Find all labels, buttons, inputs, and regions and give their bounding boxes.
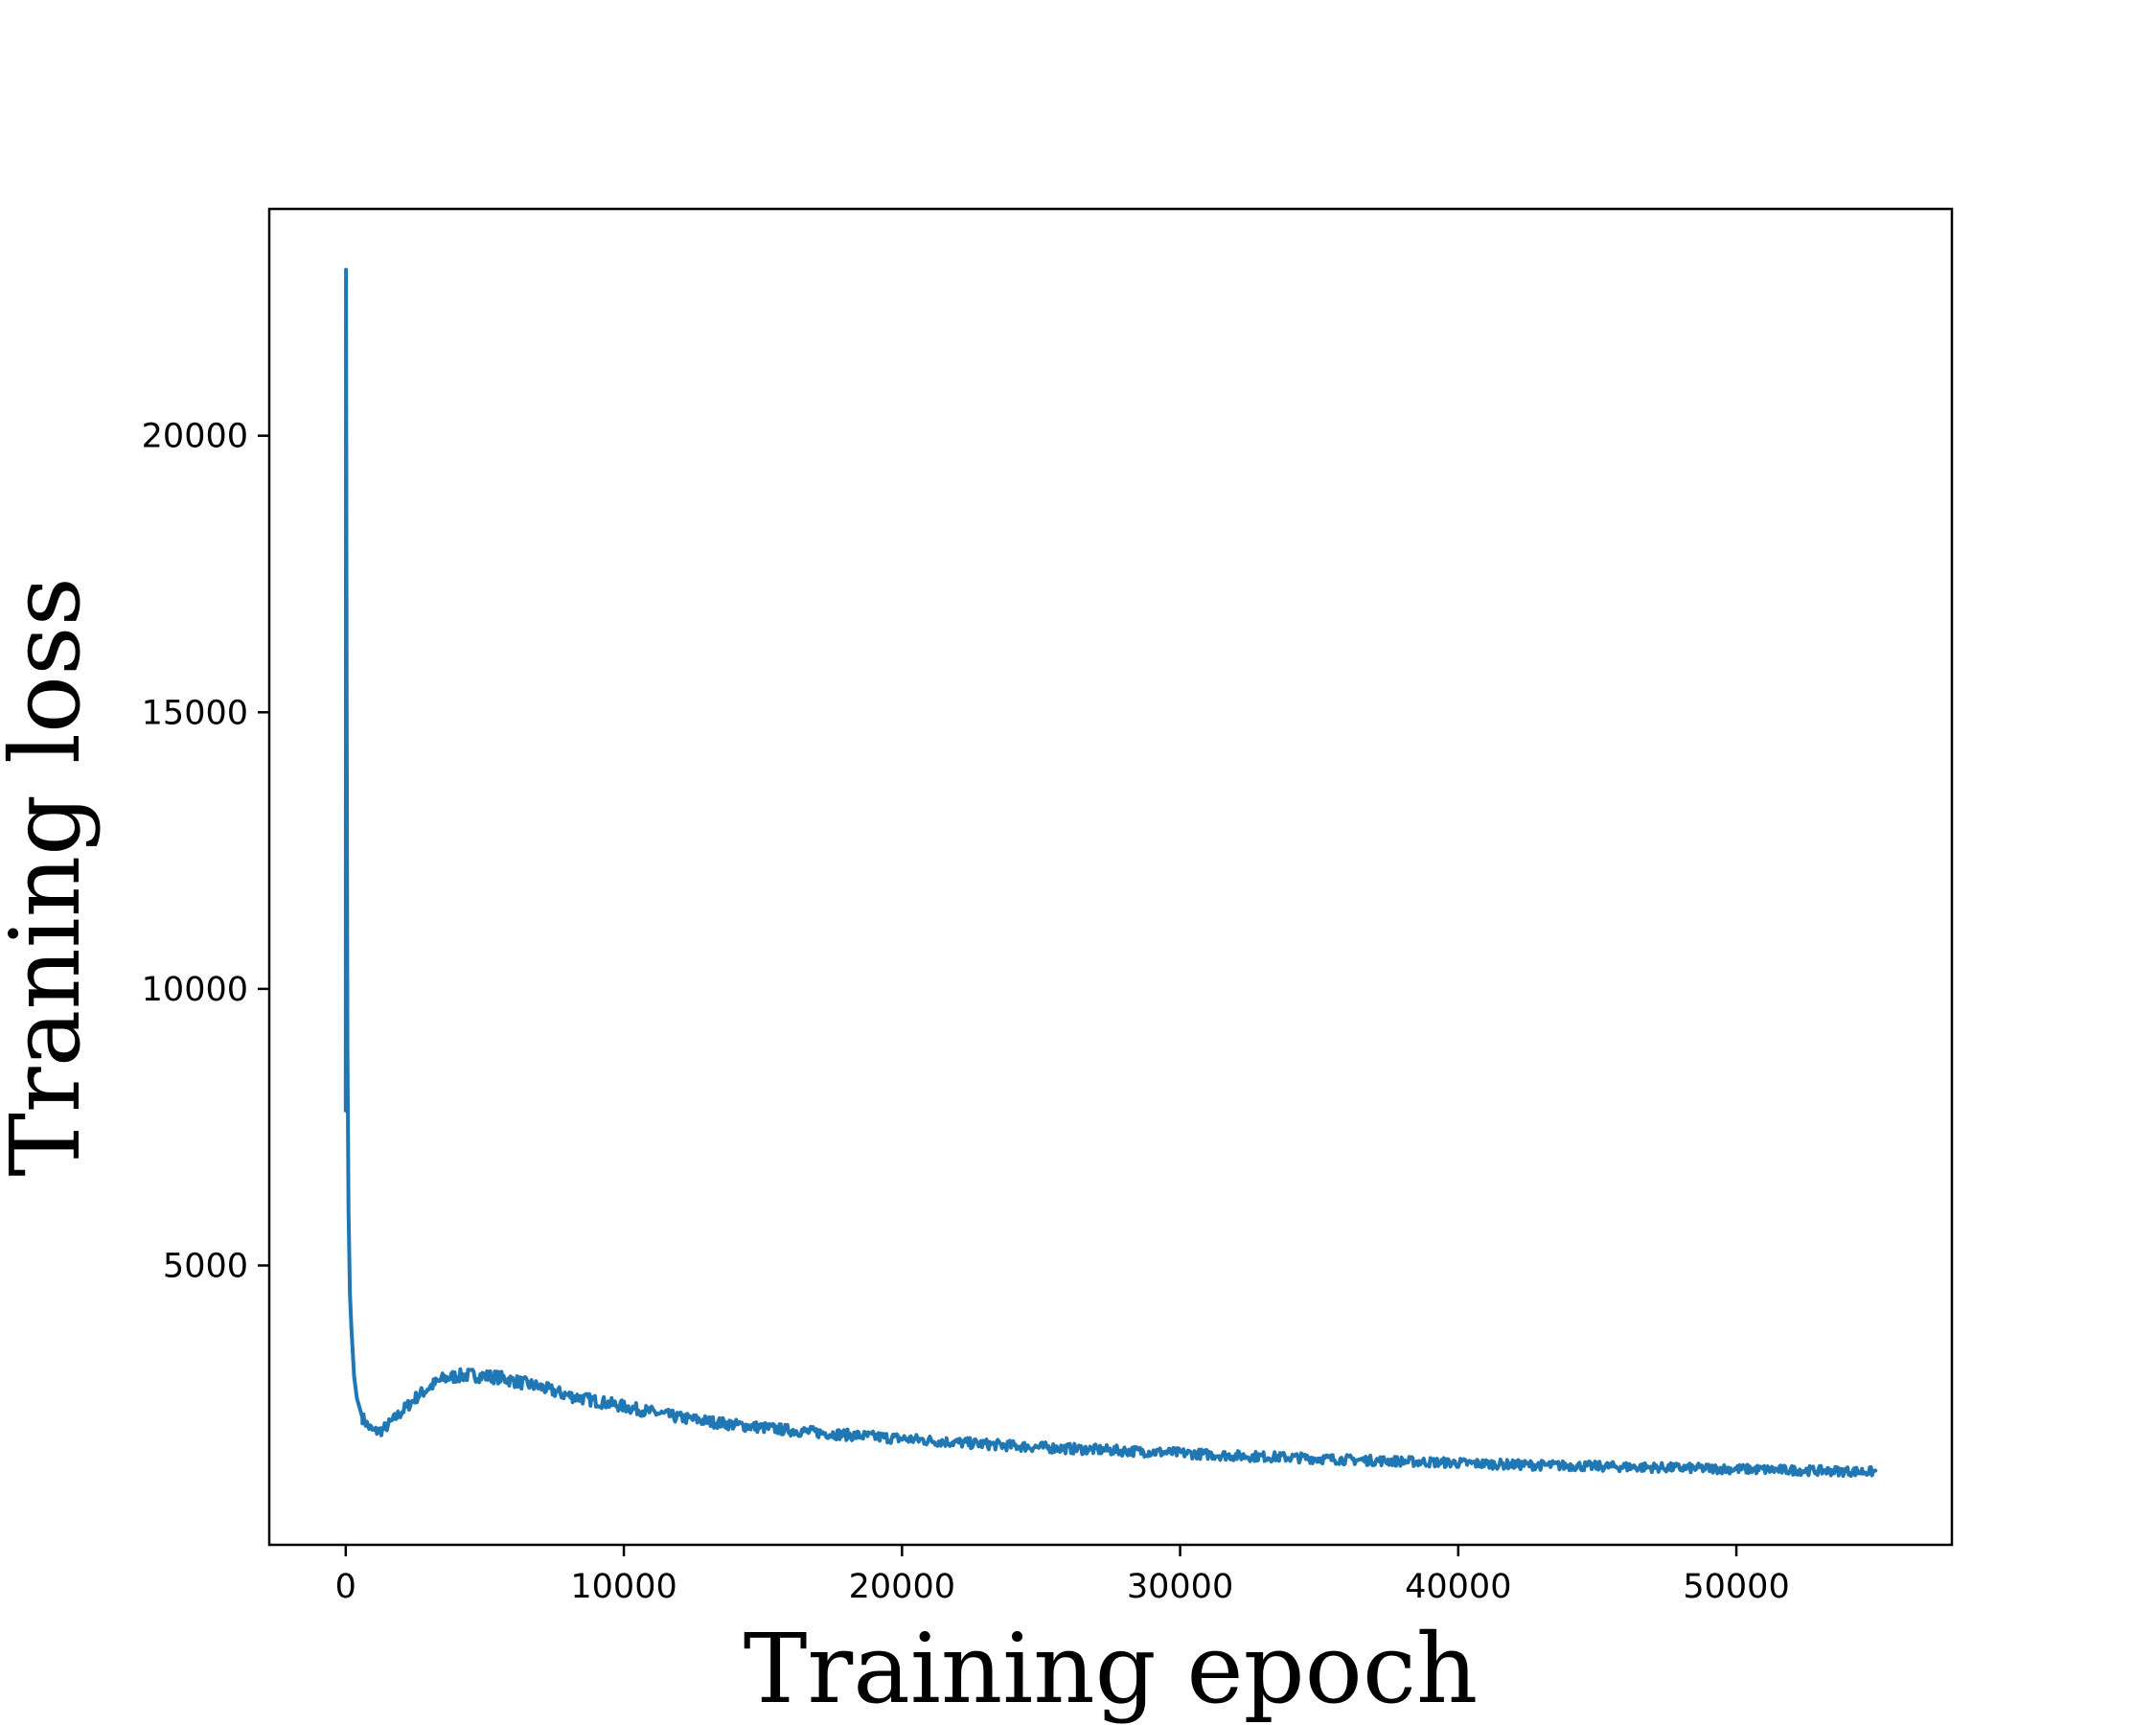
x-axis-title: Training epoch [744,1613,1479,1725]
x-tick-label: 40000 [1405,1568,1511,1606]
y-axis: 5000 10000 15000 20000 [142,418,269,1286]
y-tick-label: 20000 [142,418,248,456]
series-layer [343,267,1878,1479]
training-loss-line [343,267,1878,1479]
x-tick-label: 0 [335,1568,356,1606]
x-tick-label: 30000 [1127,1568,1233,1606]
y-tick-label: 15000 [142,694,248,732]
y-tick-label: 10000 [142,971,248,1009]
plot-frame [267,207,1954,1547]
y-axis-title: Traning loss [0,577,102,1177]
x-axis: 0 10000 20000 30000 40000 50000 [335,1545,1790,1606]
x-tick-label: 10000 [570,1568,677,1606]
plot-background [269,209,1952,1545]
x-tick-label: 20000 [849,1568,955,1606]
y-tick-label: 5000 [163,1248,248,1286]
x-tick-label: 50000 [1683,1568,1789,1606]
